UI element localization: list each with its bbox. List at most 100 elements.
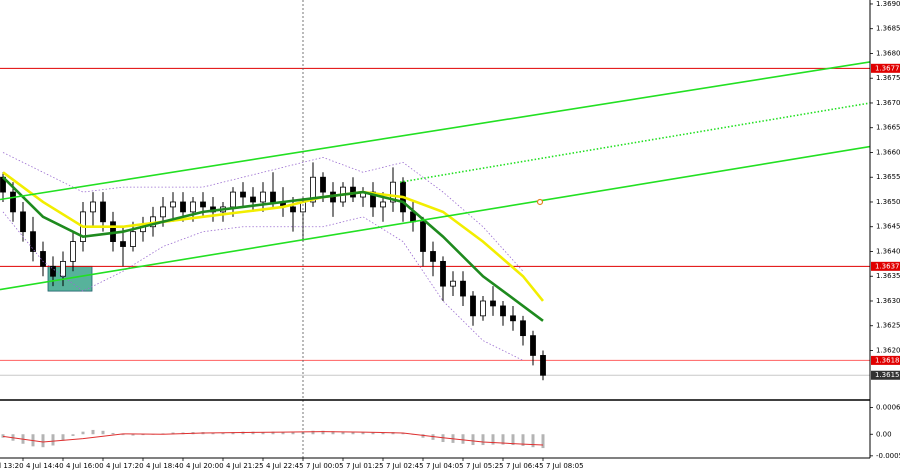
y-tick-label: 1.3635 [876, 272, 900, 280]
price-level-tag [871, 261, 900, 271]
y-tick-label: 1.3655 [876, 173, 900, 181]
histogram-bar [131, 434, 135, 436]
histogram-bar [251, 431, 255, 435]
histogram-bar [41, 434, 45, 448]
y-tick-label: 1.3660 [876, 148, 900, 156]
histogram-bar [321, 430, 325, 435]
candle-body [510, 315, 516, 322]
candle-body [170, 201, 176, 208]
indicator-line [2, 171, 545, 302]
histogram-bar [371, 432, 375, 435]
histogram-bar [221, 432, 225, 435]
histogram-bar [511, 434, 515, 446]
histogram-bar [461, 434, 465, 444]
indicator-line [2, 176, 544, 322]
x-tick-label: 4 Jul 21:25 [226, 462, 264, 470]
histogram-bar [291, 432, 295, 435]
histogram-bar [481, 434, 485, 446]
y-tick-label: 1.3625 [876, 322, 900, 330]
y-tick-label: 0.00 [876, 430, 892, 438]
histogram-bar [311, 430, 315, 435]
x-tick-label: 7 Jul 05:25 [466, 462, 504, 470]
x-tick-label: 7 Jul 01:25 [346, 462, 384, 470]
histogram-bar [431, 434, 435, 440]
histogram-bar [171, 432, 175, 435]
candle-body [180, 201, 186, 213]
candle-body [70, 241, 76, 262]
histogram-bar [401, 432, 405, 435]
histogram-bar [231, 432, 235, 435]
y-tick-label: 1.3620 [876, 346, 900, 354]
histogram-bar [61, 434, 65, 441]
indicator-line [2, 152, 524, 272]
histogram-bar [121, 434, 125, 436]
candle-body [160, 206, 166, 218]
histogram-bar [51, 434, 55, 446]
histogram-bar [351, 432, 355, 435]
x-tick-label: 4 Jul 20:00 [186, 462, 224, 470]
histogram-bar [281, 432, 285, 435]
candle-body [270, 191, 276, 203]
histogram-bar [541, 434, 545, 449]
indicator-line [399, 102, 870, 183]
price-level-label: 1.3637 [875, 262, 900, 270]
y-tick-label: 1.3690 [876, 0, 900, 8]
candle-body [260, 191, 266, 203]
candle-body [480, 300, 486, 317]
price-level-tag [871, 63, 900, 73]
candle-body [390, 181, 396, 203]
y-tick-label: 1.3650 [876, 198, 900, 206]
y-tick-label: 0.00062 [876, 403, 900, 411]
histogram-bar [361, 432, 365, 435]
candle-body [460, 280, 466, 297]
candle-body [520, 320, 526, 337]
candle-body [30, 231, 36, 252]
histogram-bar [331, 431, 335, 435]
candle-body [240, 191, 246, 198]
x-tick-label: 7 Jul 08:05 [546, 462, 584, 470]
candle-body [540, 355, 546, 376]
x-tick-label: 4 Jul 17:20 [106, 462, 144, 470]
histogram-bar [521, 434, 525, 446]
y-tick-label: 1.3675 [876, 74, 900, 82]
x-tick-label: 4 Jul 13:20 [0, 462, 24, 470]
price-level-label: 1.3618 [875, 356, 900, 364]
candle-body [430, 251, 436, 262]
candle-body [290, 206, 296, 213]
candle-body [250, 196, 256, 203]
x-tick-label: 4 Jul 22:45 [266, 462, 304, 470]
candle-body [90, 201, 96, 213]
y-tick-label: 1.3640 [876, 247, 900, 255]
x-tick-label: 4 Jul 18:40 [146, 462, 184, 470]
histogram-bar [111, 432, 115, 435]
marker [536, 198, 544, 206]
y-tick-label: 1.3630 [876, 297, 900, 305]
y-tick-label: 1.3670 [876, 99, 900, 107]
candle-body [60, 260, 66, 277]
candle-body [470, 295, 476, 317]
y-tick-label: -0.0005 [876, 452, 900, 460]
histogram-bar [71, 434, 75, 436]
candle-body [130, 231, 136, 247]
candle-body [320, 176, 326, 193]
histogram-bar [1, 434, 5, 438]
candle-body [490, 300, 496, 307]
candle-body [380, 201, 386, 208]
candle-body [190, 201, 196, 213]
price-level-label: 1.3677 [875, 64, 900, 72]
price-level-tag [871, 355, 900, 365]
histogram-bar [421, 434, 425, 438]
x-tick-label: 7 Jul 06:45 [506, 462, 544, 470]
candle-body [440, 260, 446, 287]
macd-panel [1, 429, 545, 449]
histogram-bar [531, 434, 535, 448]
candle-body [500, 305, 506, 317]
price-level-tag [871, 370, 900, 380]
price-level-label: 1.3615 [875, 371, 900, 379]
x-tick-label: 7 Jul 04:05 [426, 462, 464, 470]
candle-body [450, 280, 456, 287]
indicator-line [0, 145, 870, 291]
